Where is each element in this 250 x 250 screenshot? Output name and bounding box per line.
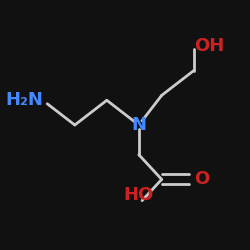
Text: O: O [194,170,209,188]
Text: H₂N: H₂N [5,91,43,109]
Text: OH: OH [194,37,224,55]
Text: HO: HO [124,186,154,204]
Text: N: N [131,116,146,134]
